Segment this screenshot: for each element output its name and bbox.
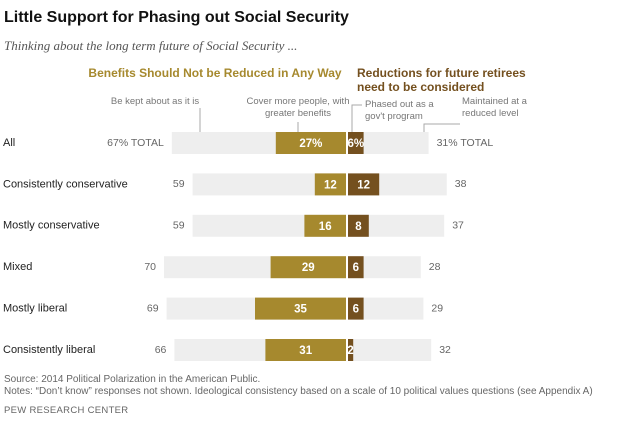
total-label: 28 xyxy=(429,261,441,273)
category-label: Consistently conservative xyxy=(3,178,128,190)
category-label: Mostly conservative xyxy=(3,220,100,232)
total-label: 38 xyxy=(455,178,467,190)
bar xyxy=(265,339,346,361)
value-label: 12 xyxy=(324,179,337,191)
value-label: 27% xyxy=(299,138,322,150)
bar xyxy=(348,297,364,320)
category-label: Mixed xyxy=(3,261,32,273)
bar xyxy=(304,214,346,237)
total-label: 67% TOTAL xyxy=(107,137,164,149)
bar xyxy=(314,173,346,196)
leader-lines xyxy=(199,104,460,133)
bar xyxy=(270,256,346,279)
value-label: 16 xyxy=(319,221,332,233)
total-label: 32 xyxy=(439,344,451,356)
series-label: Cover more people, with greater benefits xyxy=(246,96,350,119)
bar xyxy=(192,173,346,196)
total-label: 66 xyxy=(155,344,167,356)
bar xyxy=(348,214,445,237)
bar xyxy=(348,339,432,361)
total-label: 31% TOTAL xyxy=(437,137,494,149)
leader-line xyxy=(423,123,460,133)
series-label: Be kept about as it is xyxy=(110,96,200,107)
group-label: Reductions for future retirees need to b… xyxy=(357,66,526,94)
total-label: 59 xyxy=(173,178,185,190)
bar xyxy=(348,132,364,154)
bar xyxy=(275,132,346,154)
bar xyxy=(348,256,364,279)
chart-title: Little Support for Phasing out Social Se… xyxy=(4,9,349,26)
bar xyxy=(348,214,369,237)
category-label: All xyxy=(3,137,15,149)
value-label: 8 xyxy=(355,221,362,233)
series-label: Maintained at a reduced level xyxy=(462,96,527,119)
total-label: 59 xyxy=(173,220,185,232)
bar xyxy=(348,173,380,196)
bar xyxy=(348,339,354,361)
value-label: 35 xyxy=(294,304,307,316)
value-label: 6 xyxy=(353,304,359,316)
value-label: 6 xyxy=(353,262,359,274)
value-label: 29 xyxy=(302,262,315,274)
credit: PEW RESEARCH CENTER xyxy=(4,405,129,416)
note: Notes: “Don’t know” responses not shown.… xyxy=(4,386,593,397)
value-label: 2 xyxy=(347,345,353,357)
total-label: 29 xyxy=(431,302,443,314)
total-label: 70 xyxy=(144,261,156,273)
bar xyxy=(255,297,346,320)
series-label: Phased out as a gov't program xyxy=(365,99,434,122)
total-label: 37 xyxy=(452,220,464,232)
value-label: 6% xyxy=(347,138,364,150)
bar xyxy=(348,132,429,154)
total-label: 69 xyxy=(147,302,159,314)
source: Source: 2014 Political Polarization in t… xyxy=(4,374,261,385)
group-label: Benefits Should Not be Reduced in Any Wa… xyxy=(88,66,342,80)
bar xyxy=(348,297,424,320)
category-label: Mostly liberal xyxy=(3,303,67,315)
leader-line xyxy=(351,104,362,133)
value-label: 12 xyxy=(357,179,370,191)
bar xyxy=(348,256,421,279)
category-label: Consistently liberal xyxy=(3,344,95,356)
chart-subtitle: Thinking about the long term future of S… xyxy=(4,38,298,53)
value-label: 31 xyxy=(299,345,312,357)
